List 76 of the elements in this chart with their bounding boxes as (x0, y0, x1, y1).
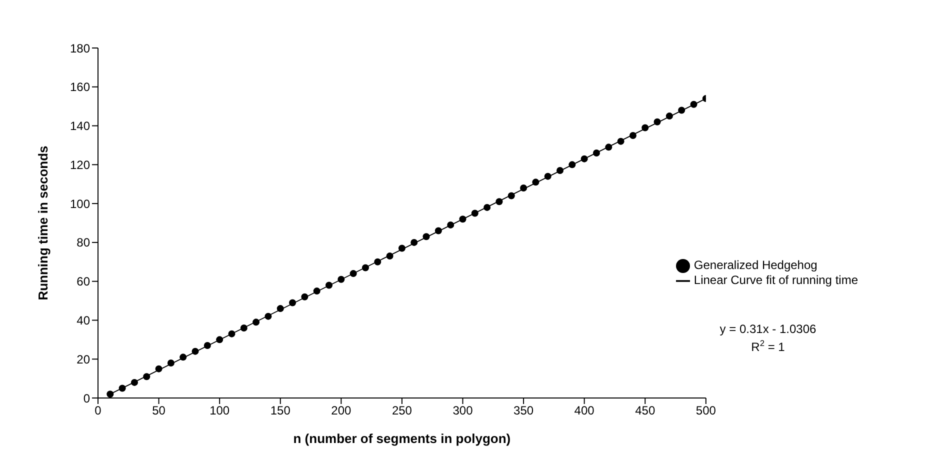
point (642, 124, 649, 132)
point (155, 365, 162, 372)
point (216, 336, 224, 344)
x-tick-label: 200 (331, 404, 352, 418)
text: y = 0.31x - 1.0306 (720, 322, 817, 336)
point (374, 258, 382, 266)
legend-label: Generalized Hedgehog (694, 258, 818, 272)
point (496, 198, 503, 206)
y-axis-title: Running time in seconds (36, 146, 51, 300)
point (459, 216, 466, 223)
y-tick-label: 0 (83, 391, 90, 406)
x-tick-label: 300 (452, 404, 474, 418)
x-tick-label: 450 (635, 404, 656, 418)
point (386, 252, 394, 260)
point (240, 324, 248, 332)
point (398, 244, 406, 252)
x-tick-label: 400 (574, 404, 595, 418)
y-tick-label: 120 (70, 158, 90, 172)
point (204, 342, 211, 349)
point (180, 354, 187, 361)
point (532, 178, 540, 186)
point (289, 299, 296, 306)
point (629, 132, 636, 139)
point (228, 330, 236, 338)
point (520, 184, 528, 192)
point (313, 288, 320, 295)
x-tick-label: 100 (210, 404, 230, 418)
x-axis-title: n (number of segments in polygon) (293, 431, 511, 446)
y-tick-label: 140 (70, 119, 90, 134)
point (471, 210, 478, 217)
point (422, 233, 430, 240)
point (580, 155, 588, 162)
point (252, 318, 260, 326)
point (264, 312, 272, 320)
point (167, 360, 174, 366)
point (592, 150, 600, 156)
x-tick-label: 0 (94, 404, 102, 418)
legend-label: Linear Curve fit of running time (694, 272, 858, 287)
point (326, 282, 333, 289)
x-tick-label: 50 (152, 404, 166, 418)
x-tick-label: 150 (270, 404, 291, 418)
point (508, 192, 515, 200)
text: R$^{2}$ = 1 (751, 338, 786, 354)
point (568, 161, 576, 168)
y-tick-label: 40 (76, 313, 90, 328)
y-tick-label: 180 (70, 41, 90, 56)
point (362, 264, 369, 272)
point (544, 172, 552, 180)
point (654, 118, 661, 126)
point (192, 348, 199, 355)
point (605, 144, 612, 151)
x-tick-label: 250 (392, 404, 412, 418)
y-tick-label: 100 (70, 196, 90, 211)
point (666, 112, 673, 120)
y-tick-label: 160 (70, 80, 90, 94)
point (118, 384, 126, 392)
point (678, 106, 686, 114)
y-tick-label: 60 (76, 274, 90, 289)
point (434, 227, 442, 234)
point (130, 378, 138, 386)
point (617, 138, 624, 145)
point (106, 390, 114, 398)
point (338, 276, 345, 283)
point (484, 204, 491, 211)
y-tick-label: 80 (76, 236, 90, 250)
point (276, 305, 284, 312)
point (447, 221, 454, 228)
point (410, 238, 418, 246)
point (556, 167, 564, 174)
x-tick-label: 350 (514, 404, 534, 418)
point (301, 293, 308, 300)
x-tick-label: 500 (696, 404, 716, 418)
point (143, 373, 150, 380)
point (690, 100, 698, 108)
y-tick-label: 20 (76, 352, 90, 366)
point (350, 270, 357, 278)
